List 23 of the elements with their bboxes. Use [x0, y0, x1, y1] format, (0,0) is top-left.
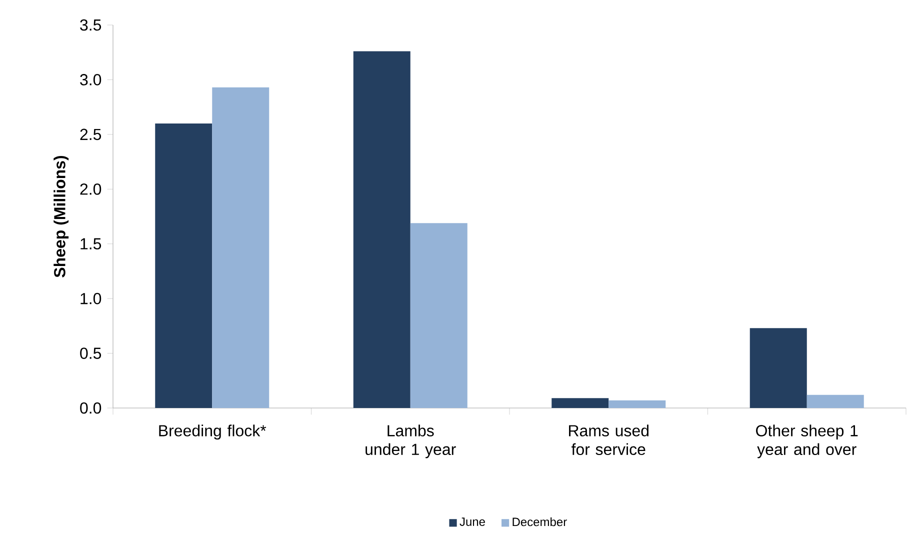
x-tick-label: Rams used for service [569, 424, 648, 456]
legend-label: June [460, 518, 485, 526]
y-tick-label: 2.5 [80, 128, 102, 140]
y-tick-label: 2.0 [80, 183, 102, 195]
x-tick-label: Lambs under 1 year [366, 424, 456, 458]
y-tick-label: 3.0 [80, 74, 102, 86]
bar [608, 400, 666, 408]
x-tick-label: Breeding flock* [159, 424, 266, 440]
x-tick-label: Other sheep 1 year and over [756, 424, 858, 458]
bar [155, 123, 212, 408]
bar [750, 328, 807, 408]
bar [212, 87, 270, 408]
bar [806, 394, 864, 408]
legend-label: December [512, 517, 567, 526]
y-tick-label: 3.5 [80, 19, 102, 31]
bar [353, 51, 410, 408]
y-tick-label: 1.5 [80, 238, 102, 250]
bar [410, 223, 468, 408]
bar [552, 398, 609, 408]
y-tick-label: 0.0 [80, 402, 102, 414]
y-axis-title: Sheep (Millions) [54, 156, 69, 278]
y-tick-label: 0.5 [80, 348, 102, 359]
y-tick-label: 1.0 [80, 292, 102, 304]
